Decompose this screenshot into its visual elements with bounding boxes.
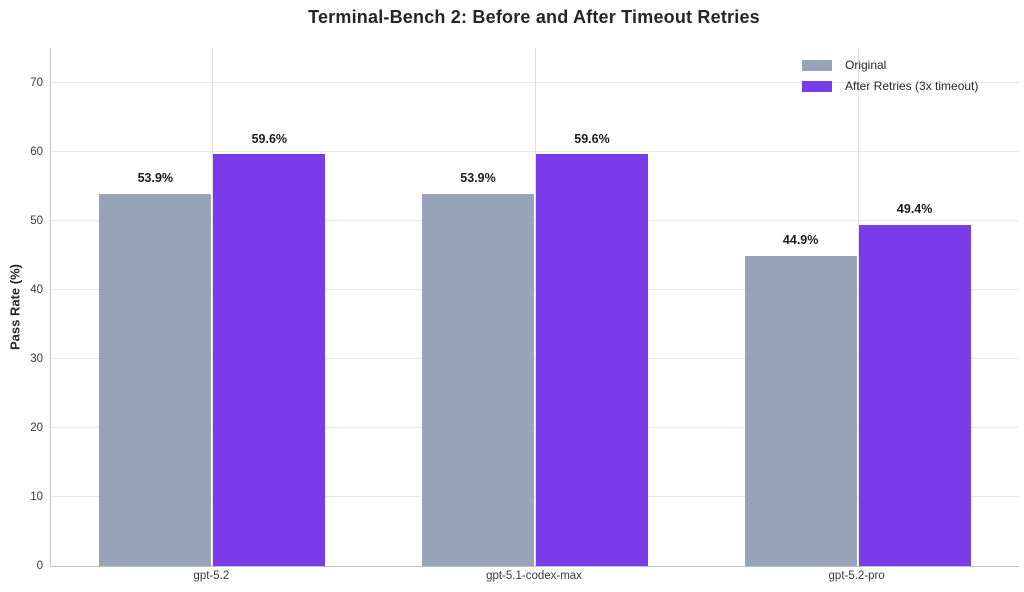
bar-value-label: 53.9% [137, 171, 174, 186]
gridline-vertical [212, 48, 214, 566]
x-tick-label: gpt-5.2 [193, 570, 230, 582]
y-tick-label: 10 [30, 490, 43, 503]
legend-item: After Retries (3x timeout) [802, 78, 978, 94]
gridline-vertical [535, 48, 536, 566]
y-tick-label: 70 [30, 76, 43, 89]
bar-after-gpt-5.2-pro [858, 224, 971, 566]
chart-title: Terminal-Bench 2: Before and After Timeo… [308, 7, 760, 27]
legend-label: After Retries (3x timeout) [845, 79, 979, 93]
y-axis-label: Pass Rate (%) [7, 264, 23, 350]
bar-after-gpt-5.1-codex-max [536, 154, 648, 566]
bar-after-gpt-5.2 [213, 154, 326, 566]
y-tick-label: 40 [30, 283, 43, 296]
y-tick-label: 30 [30, 352, 43, 365]
bar-value-label: 53.9% [460, 171, 496, 186]
bar-original-gpt-5.2 [99, 193, 212, 566]
bar-value-label: 59.6% [251, 131, 288, 146]
legend-swatch [802, 59, 832, 71]
plot-area: 53.9% 53.9% 44.9% 59.6% 59.6% 49.4% [50, 48, 1019, 567]
bar-original-gpt-5.2-pro [744, 255, 857, 566]
gridline-vertical [857, 48, 859, 566]
x-tick-label: gpt-5.2-pro [828, 570, 885, 582]
y-tick-label: 60 [30, 145, 43, 158]
legend-swatch [802, 80, 832, 92]
legend-label: Original [845, 58, 887, 72]
y-tick-label: 20 [30, 421, 43, 434]
legend-item: Original [802, 57, 978, 73]
y-tick-label: 0 [36, 560, 43, 572]
legend: Original After Retries (3x timeout) [802, 57, 978, 94]
bar-value-label: 49.4% [896, 202, 933, 217]
bar-original-gpt-5.1-codex-max [422, 193, 534, 566]
bar-value-label: 44.9% [782, 233, 819, 248]
bar-value-label: 59.6% [574, 131, 610, 146]
y-tick-label: 50 [30, 214, 43, 227]
x-tick-label: gpt-5.1-codex-max [486, 570, 582, 582]
